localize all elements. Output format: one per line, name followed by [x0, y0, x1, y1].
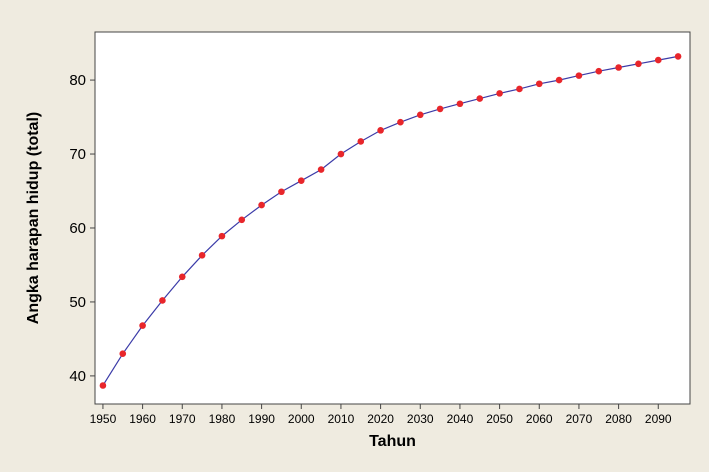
plot-area	[94, 31, 691, 405]
y-tick-label: 60	[69, 220, 86, 237]
y-axis-ticks: 40 50 60 70 80	[69, 72, 95, 385]
x-axis-label: Tahun	[369, 433, 416, 450]
series-line	[102, 55, 679, 386]
y-tick-label: 40	[69, 368, 86, 385]
data-point	[377, 127, 384, 134]
x-tick-label: 1950	[90, 412, 117, 426]
data-point	[178, 273, 186, 281]
data-point	[476, 95, 484, 102]
y-tick-label: 70	[69, 146, 86, 163]
x-tick-label: 2070	[566, 412, 593, 426]
data-point	[139, 322, 146, 329]
x-tick-label: 2050	[486, 412, 513, 426]
data-point	[456, 100, 464, 108]
data-point	[516, 85, 523, 93]
x-tick-label: 2080	[605, 412, 632, 426]
data-point	[397, 118, 404, 126]
data-point	[615, 64, 622, 71]
data-point	[535, 80, 543, 88]
data-point	[159, 297, 166, 304]
series-markers	[99, 53, 682, 389]
data-point	[337, 150, 345, 158]
data-point	[278, 188, 285, 196]
y-axis-label: Angka harapan hidup (total)	[25, 112, 42, 324]
data-point	[654, 56, 662, 64]
data-point	[297, 177, 305, 184]
data-point	[198, 252, 206, 259]
data-point	[238, 216, 246, 224]
data-point	[496, 90, 503, 97]
x-tick-label: 1960	[129, 412, 156, 426]
x-tick-label: 2020	[367, 412, 394, 426]
y-tick-label: 80	[69, 72, 86, 89]
x-tick-label: 2030	[407, 412, 434, 426]
y-tick-label: 50	[69, 294, 86, 311]
x-tick-label: 2010	[328, 412, 355, 426]
x-axis-ticks: 1950 1960 1970 1980 1990 2000 2010 2020 2030 2040…	[90, 404, 672, 426]
data-point	[575, 72, 583, 79]
data-point	[555, 76, 563, 84]
data-point	[99, 382, 107, 389]
x-tick-label: 1980	[209, 412, 236, 426]
data-point	[635, 60, 642, 68]
x-tick-label: 1990	[248, 412, 275, 426]
data-point	[317, 166, 325, 173]
x-tick-label: 2090	[645, 412, 672, 426]
x-tick-label: 2060	[526, 412, 553, 426]
x-tick-label: 1970	[169, 412, 196, 426]
data-point	[595, 67, 603, 75]
data-point	[119, 350, 127, 358]
data-point	[258, 201, 265, 209]
x-tick-label: 2040	[447, 412, 474, 426]
data-point	[416, 111, 424, 119]
data-point	[218, 232, 226, 240]
x-tick-label: 2000	[288, 412, 315, 426]
data-point	[357, 138, 365, 145]
data-point	[674, 53, 682, 60]
data-point	[436, 105, 444, 113]
